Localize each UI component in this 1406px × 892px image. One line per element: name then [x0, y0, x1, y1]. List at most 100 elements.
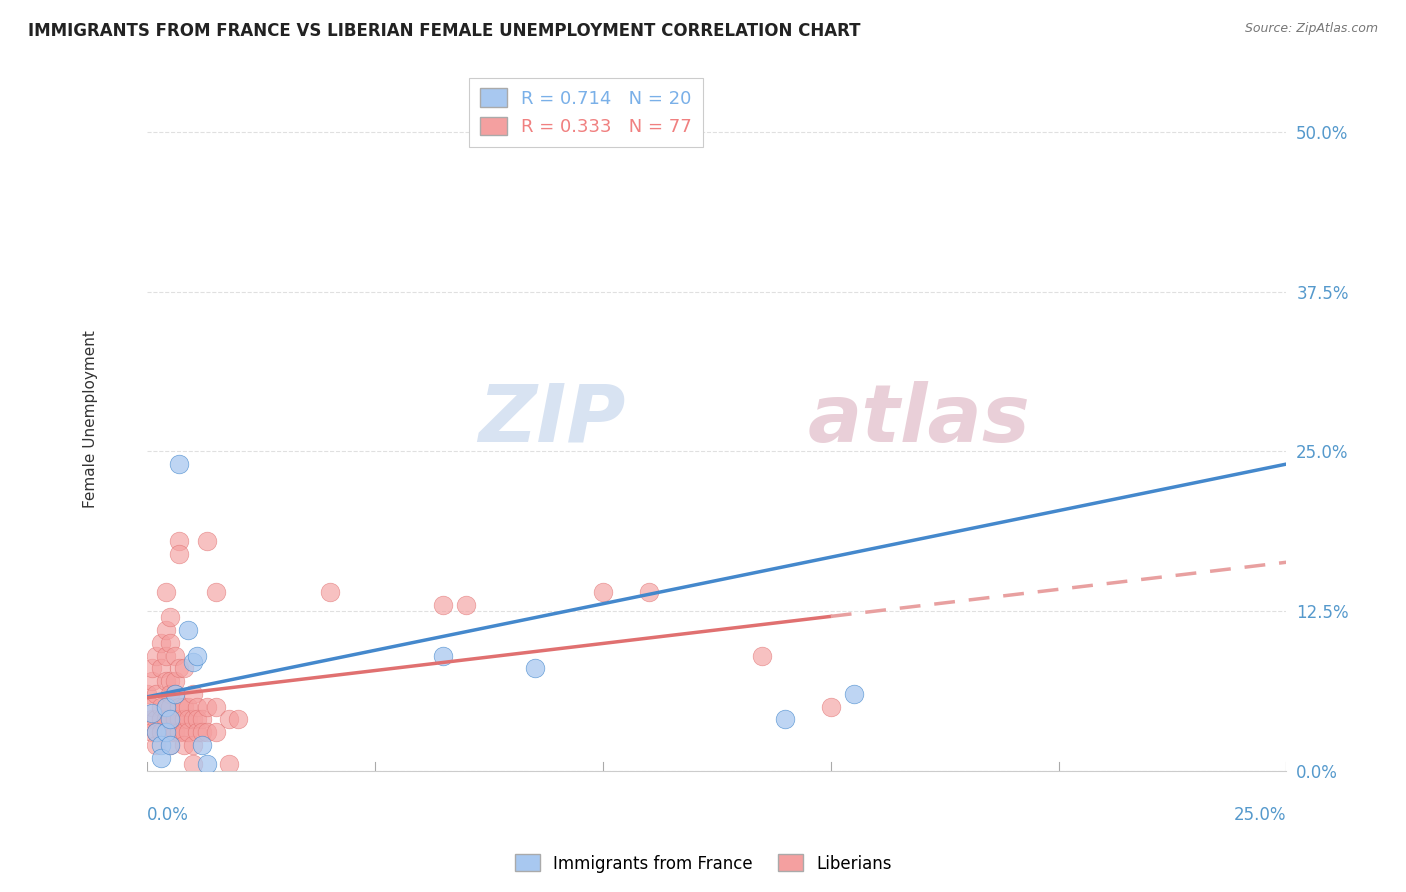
Point: [523, 661, 546, 675]
Point: [155, 725, 177, 739]
Point: [149, 713, 172, 727]
Point: [163, 674, 186, 689]
Point: [181, 655, 204, 669]
Text: ZIP: ZIP: [478, 381, 626, 458]
Point: [173, 725, 195, 739]
Point: [218, 713, 240, 727]
Point: [163, 713, 186, 727]
Point: [163, 725, 186, 739]
Point: [820, 699, 842, 714]
Point: [177, 623, 200, 637]
Point: [149, 636, 172, 650]
Point: [228, 713, 250, 727]
Point: [432, 648, 454, 663]
Point: [842, 687, 865, 701]
Point: [181, 687, 204, 701]
Point: [204, 725, 226, 739]
Point: [155, 725, 177, 739]
Point: [167, 547, 190, 561]
Point: [614, 125, 637, 139]
Point: [145, 725, 167, 739]
Point: [155, 699, 177, 714]
Point: [186, 725, 208, 739]
Point: [163, 687, 186, 701]
Point: [163, 648, 186, 663]
Point: [167, 725, 190, 739]
Point: [159, 687, 181, 701]
Text: IMMIGRANTS FROM FRANCE VS LIBERIAN FEMALE UNEMPLOYMENT CORRELATION CHART: IMMIGRANTS FROM FRANCE VS LIBERIAN FEMAL…: [28, 22, 860, 40]
Point: [191, 725, 214, 739]
Point: [141, 674, 163, 689]
Point: [456, 598, 478, 612]
Point: [637, 584, 659, 599]
Point: [318, 584, 340, 599]
Point: [173, 713, 195, 727]
Point: [181, 713, 204, 727]
Point: [177, 699, 200, 714]
Text: Source: ZipAtlas.com: Source: ZipAtlas.com: [1244, 22, 1378, 36]
Point: [218, 757, 240, 772]
Point: [159, 738, 181, 752]
Point: [186, 713, 208, 727]
Point: [167, 661, 190, 675]
Point: [195, 757, 218, 772]
Point: [173, 661, 195, 675]
Point: [173, 699, 195, 714]
Point: [432, 598, 454, 612]
Point: [141, 706, 163, 720]
Point: [159, 636, 181, 650]
Point: [141, 699, 163, 714]
Point: [204, 699, 226, 714]
Legend: R = 0.714   N = 20, R = 0.333   N = 77: R = 0.714 N = 20, R = 0.333 N = 77: [468, 78, 703, 147]
Point: [149, 661, 172, 675]
Point: [155, 648, 177, 663]
Point: [145, 738, 167, 752]
Point: [159, 738, 181, 752]
Point: [136, 687, 159, 701]
Point: [155, 623, 177, 637]
Point: [167, 699, 190, 714]
Point: [186, 699, 208, 714]
Point: [155, 674, 177, 689]
Point: [191, 738, 214, 752]
Point: [145, 725, 167, 739]
Point: [145, 687, 167, 701]
Point: [195, 725, 218, 739]
Point: [195, 699, 218, 714]
Point: [167, 713, 190, 727]
Point: [149, 725, 172, 739]
Point: [181, 738, 204, 752]
Text: 0.0%: 0.0%: [148, 806, 190, 824]
Point: [204, 584, 226, 599]
Point: [592, 584, 614, 599]
Point: [191, 713, 214, 727]
Point: [167, 457, 190, 471]
Point: [167, 533, 190, 548]
Legend: Immigrants from France, Liberians: Immigrants from France, Liberians: [508, 847, 898, 880]
Point: [177, 713, 200, 727]
Point: [159, 699, 181, 714]
Point: [159, 713, 181, 727]
Point: [145, 648, 167, 663]
Point: [149, 750, 172, 764]
Point: [159, 674, 181, 689]
Point: [155, 584, 177, 599]
Point: [159, 713, 181, 727]
Point: [141, 661, 163, 675]
Point: [155, 713, 177, 727]
Point: [173, 738, 195, 752]
Point: [155, 699, 177, 714]
Point: [773, 713, 796, 727]
Point: [195, 533, 218, 548]
Point: [177, 725, 200, 739]
Point: [149, 738, 172, 752]
Point: [149, 699, 172, 714]
Point: [141, 725, 163, 739]
Point: [159, 725, 181, 739]
Point: [181, 757, 204, 772]
Point: [159, 610, 181, 624]
Point: [751, 648, 773, 663]
Point: [186, 648, 208, 663]
Text: atlas: atlas: [808, 381, 1031, 458]
Point: [163, 687, 186, 701]
